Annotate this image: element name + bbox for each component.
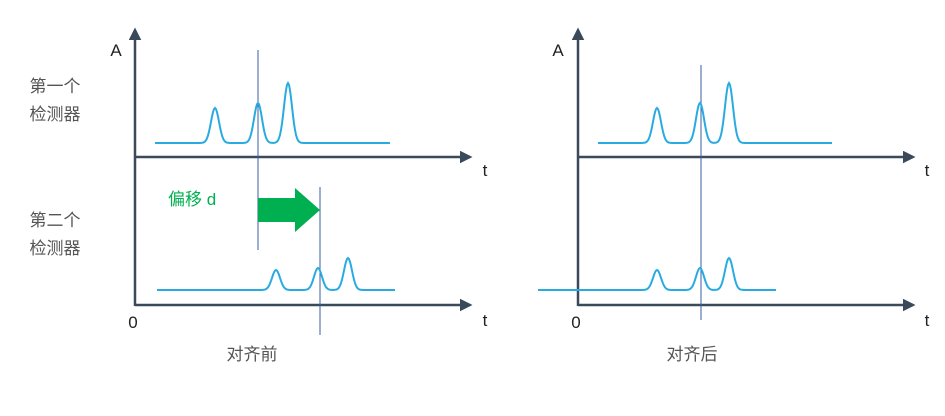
signal-trace (157, 256, 395, 292)
signal-trace (538, 256, 776, 291)
caption: 对齐后 (667, 345, 718, 364)
row-label: 检测器 (30, 105, 81, 124)
axis-label: A (552, 41, 564, 60)
shift-label: 偏移 d (168, 190, 216, 209)
axis-label: t (925, 311, 930, 330)
row-label: 第二个 (30, 211, 81, 230)
axis-label: t (925, 161, 930, 180)
axis-label: t (483, 311, 488, 330)
origin-label: 0 (128, 313, 137, 332)
axis-label: A (110, 41, 122, 60)
shift-arrow (258, 188, 320, 232)
signal-trace (155, 80, 390, 144)
row-label: 检测器 (30, 239, 81, 258)
caption: 对齐前 (227, 345, 278, 364)
origin-label: 0 (571, 313, 580, 332)
axis-label: t (483, 161, 488, 180)
row-label: 第一个 (30, 77, 81, 96)
signal-trace (598, 80, 832, 144)
